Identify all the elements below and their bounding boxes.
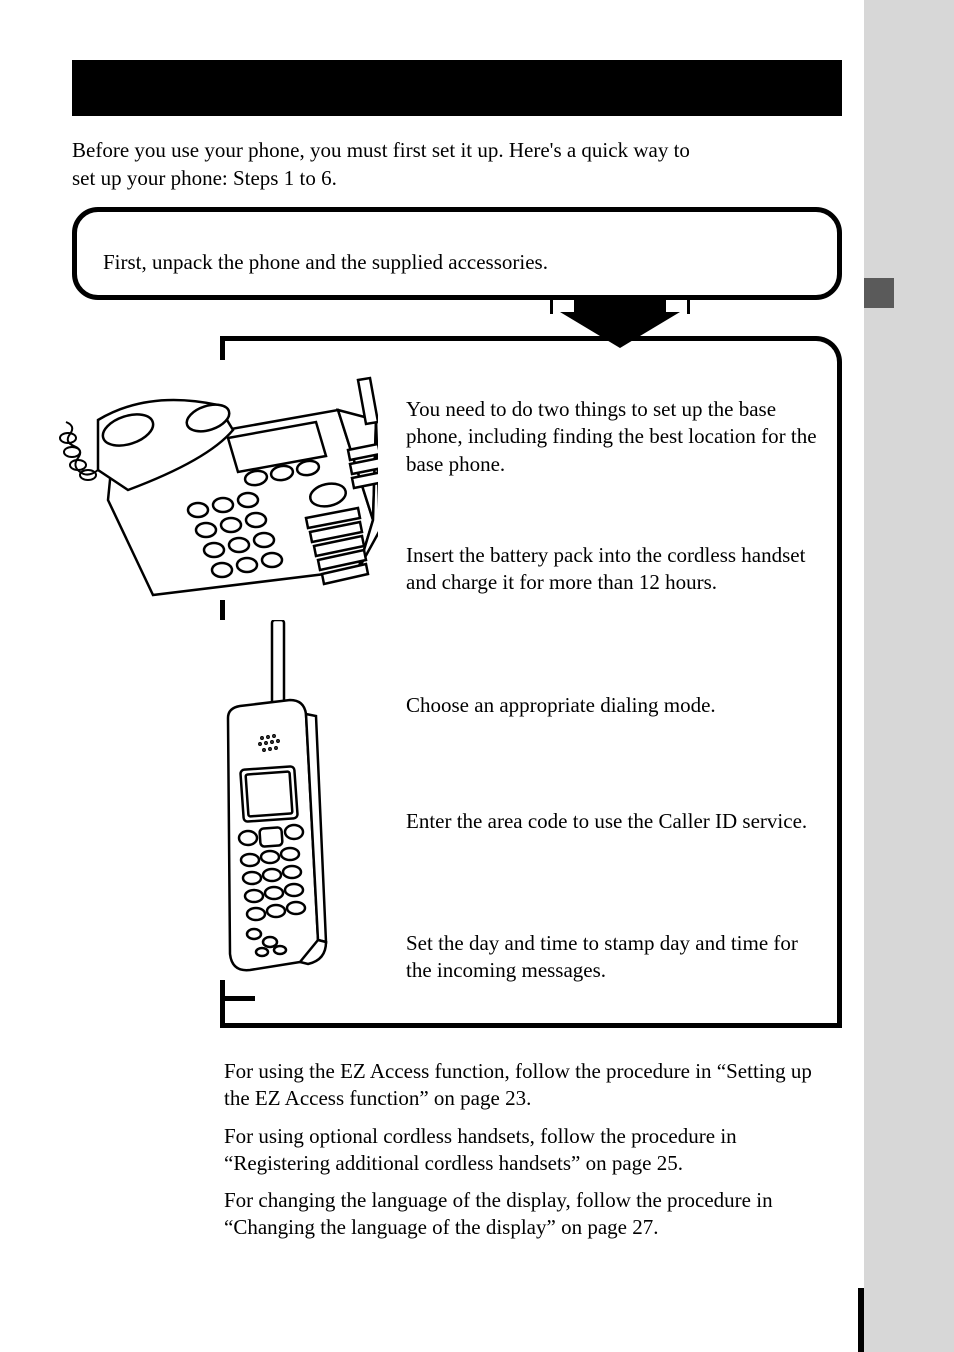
page-content: Before you use your phone, you must firs… <box>0 0 864 1352</box>
note-additional-handsets: For using optional cordless handsets, fo… <box>224 1123 824 1178</box>
step-1-text: First, unpack the phone and the supplied… <box>103 250 811 275</box>
note-language: For changing the language of the display… <box>224 1187 824 1242</box>
footer-notes: For using the EZ Access function, follow… <box>224 1058 824 1252</box>
side-margin <box>864 0 954 1352</box>
step-1-box: First, unpack the phone and the supplied… <box>72 207 842 300</box>
step-2: You need to do two things to set up the … <box>406 396 826 478</box>
intro-text: Before you use your phone, you must firs… <box>72 136 712 193</box>
step-4-text: Choose an appropriate dialing mode. <box>406 692 826 719</box>
step-6-text: Set the day and time to stamp day and ti… <box>406 930 826 985</box>
cordless-handset-illustration <box>200 620 330 980</box>
steps-frame-bottom <box>220 1023 842 1028</box>
step-4: Choose an appropriate dialing mode. <box>406 692 826 719</box>
step-3: Insert the battery pack into the cordles… <box>406 542 826 597</box>
page-edge-bar <box>858 1288 864 1352</box>
note-ez-access: For using the EZ Access function, follow… <box>224 1058 824 1113</box>
step-2-text: You need to do two things to set up the … <box>406 396 826 478</box>
step-5: Enter the area code to use the Caller ID… <box>406 808 826 835</box>
step-6: Set the day and time to stamp day and ti… <box>406 930 826 985</box>
frame-stub <box>225 996 255 1001</box>
section-title-bar <box>72 60 842 116</box>
step-3-text: Insert the battery pack into the cordles… <box>406 542 826 597</box>
base-phone-illustration <box>58 360 378 600</box>
step-5-text: Enter the area code to use the Caller ID… <box>406 808 826 835</box>
